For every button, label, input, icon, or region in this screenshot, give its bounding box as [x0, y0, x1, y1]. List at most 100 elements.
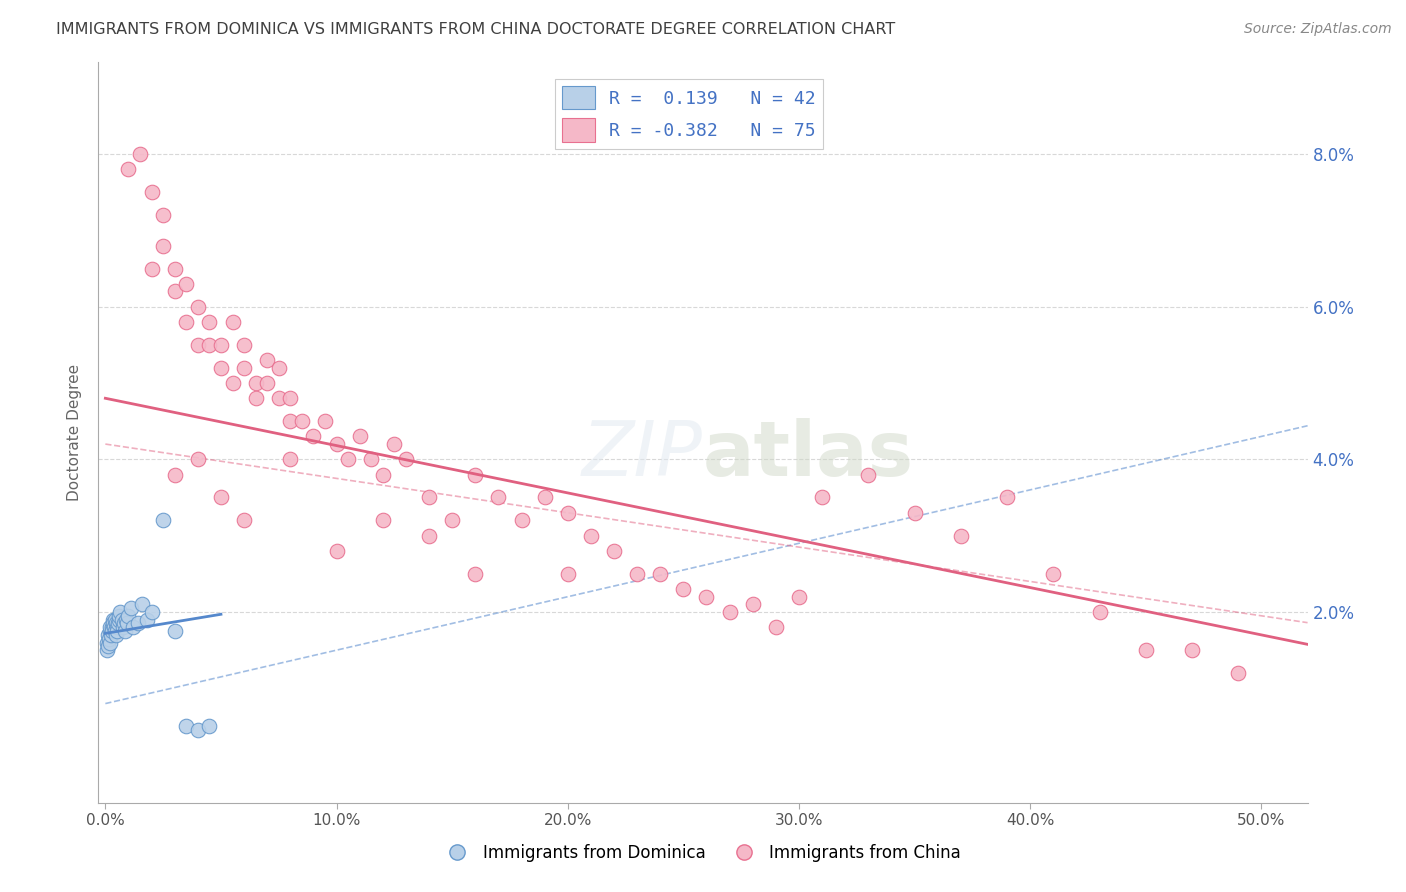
Point: [96, 643, 118, 657]
Point: [360, 452, 382, 467]
Point: [117, 616, 139, 631]
Point: [787, 590, 810, 604]
Point: [117, 162, 139, 177]
Point: [486, 491, 509, 505]
Point: [101, 624, 124, 638]
Point: [741, 598, 763, 612]
Point: [163, 467, 186, 482]
Point: [718, 605, 741, 619]
Point: [903, 506, 925, 520]
Point: [233, 513, 256, 527]
Point: [371, 513, 394, 527]
Legend: Immigrants from Dominica, Immigrants from China: Immigrants from Dominica, Immigrants fro…: [439, 838, 967, 869]
Point: [152, 238, 174, 252]
Point: [533, 491, 555, 505]
Point: [141, 185, 163, 199]
Point: [97, 628, 120, 642]
Point: [349, 429, 371, 443]
Point: [949, 529, 972, 543]
Point: [152, 513, 174, 527]
Point: [117, 608, 139, 623]
Point: [233, 338, 256, 352]
Point: [110, 605, 132, 619]
Point: [579, 529, 602, 543]
Point: [98, 624, 121, 638]
Point: [278, 414, 301, 428]
Point: [267, 391, 290, 405]
Point: [141, 261, 163, 276]
Point: [136, 613, 159, 627]
Point: [221, 376, 243, 390]
Point: [187, 338, 209, 352]
Point: [105, 624, 128, 638]
Point: [163, 285, 186, 299]
Point: [163, 624, 186, 638]
Point: [98, 620, 121, 634]
Point: [101, 613, 124, 627]
Point: [105, 628, 128, 642]
Point: [418, 491, 440, 505]
Point: [995, 491, 1018, 505]
Point: [267, 360, 290, 375]
Point: [337, 452, 360, 467]
Point: [163, 261, 186, 276]
Y-axis label: Doctorate Degree: Doctorate Degree: [67, 364, 83, 501]
Point: [129, 147, 152, 161]
Point: [418, 529, 440, 543]
Point: [650, 566, 672, 581]
Point: [141, 605, 163, 619]
Point: [464, 566, 486, 581]
Point: [325, 544, 347, 558]
Point: [103, 616, 125, 631]
Point: [127, 616, 149, 631]
Point: [131, 598, 153, 612]
Point: [100, 635, 122, 649]
Point: [120, 601, 142, 615]
Text: ZIP: ZIP: [582, 417, 703, 491]
Point: [110, 613, 132, 627]
Point: [187, 452, 209, 467]
Point: [395, 452, 418, 467]
Text: Source: ZipAtlas.com: Source: ZipAtlas.com: [1244, 22, 1392, 37]
Point: [96, 635, 118, 649]
Point: [626, 566, 648, 581]
Point: [233, 360, 256, 375]
Point: [111, 620, 134, 634]
Point: [174, 277, 197, 291]
Point: [107, 616, 129, 631]
Point: [108, 608, 131, 623]
Point: [464, 467, 486, 482]
Text: atlas: atlas: [703, 417, 914, 491]
Point: [557, 566, 579, 581]
Point: [114, 624, 136, 638]
Point: [256, 376, 278, 390]
Point: [112, 616, 135, 631]
Point: [858, 467, 880, 482]
Point: [97, 640, 120, 654]
Point: [105, 620, 128, 634]
Point: [187, 723, 209, 738]
Point: [245, 391, 267, 405]
Point: [100, 628, 122, 642]
Point: [107, 613, 129, 627]
Point: [371, 467, 394, 482]
Point: [209, 360, 232, 375]
Point: [104, 616, 127, 631]
Point: [187, 300, 209, 314]
Point: [104, 613, 127, 627]
Point: [291, 414, 314, 428]
Point: [209, 491, 232, 505]
Point: [302, 429, 325, 443]
Point: [104, 624, 127, 638]
Point: [325, 437, 347, 451]
Point: [278, 452, 301, 467]
Point: [198, 338, 221, 352]
Point: [198, 719, 221, 733]
Point: [256, 353, 278, 368]
Point: [245, 376, 267, 390]
Point: [1042, 566, 1064, 581]
Point: [811, 491, 834, 505]
Point: [174, 719, 197, 733]
Point: [1181, 643, 1204, 657]
Point: [672, 582, 695, 596]
